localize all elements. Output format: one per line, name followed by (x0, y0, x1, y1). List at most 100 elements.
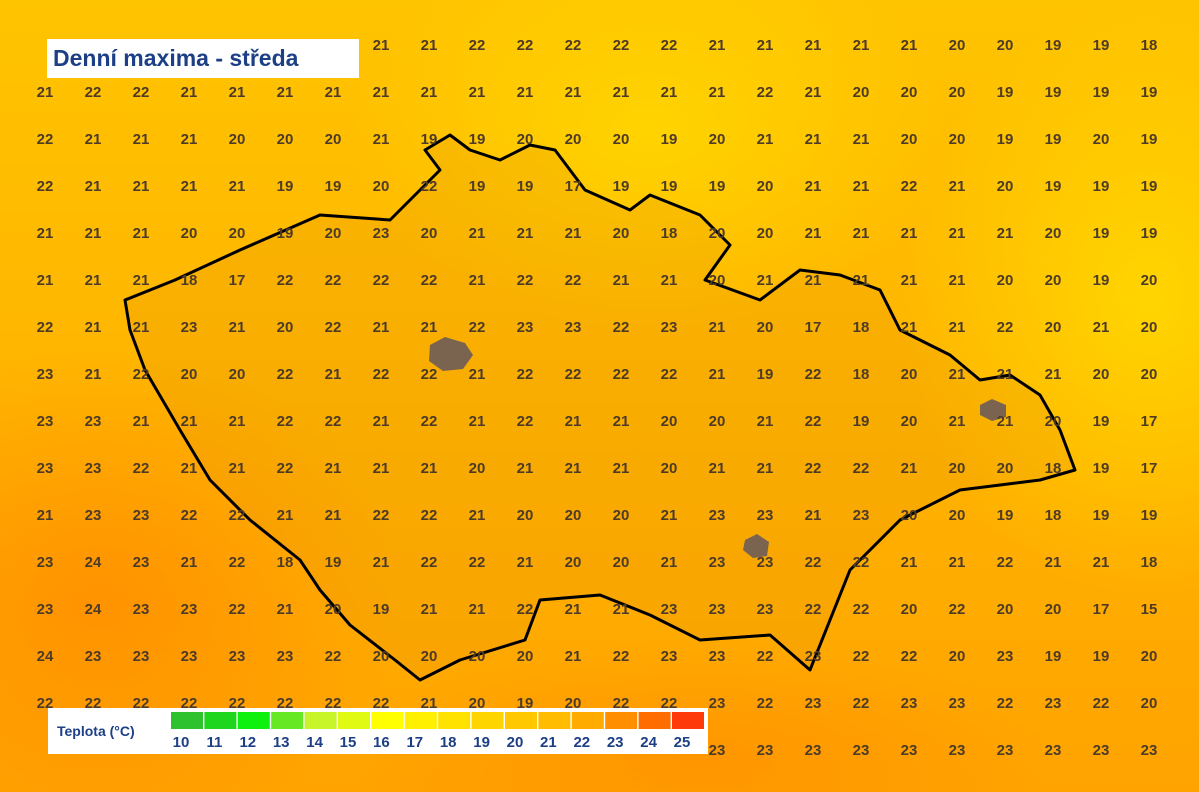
legend-label: 21 (540, 734, 557, 751)
temperature-value: 20 (709, 131, 726, 148)
temperature-value: 20 (997, 37, 1014, 54)
temperature-value: 22 (613, 695, 630, 712)
temperature-value: 23 (133, 507, 150, 524)
temperature-value: 23 (1093, 742, 1110, 759)
temperature-value: 20 (1045, 413, 1062, 430)
temperature-value: 21 (133, 225, 150, 242)
temperature-value: 21 (181, 460, 198, 477)
temperature-value: 23 (805, 695, 822, 712)
temperature-value: 21 (997, 366, 1014, 383)
temperature-value: 19 (325, 178, 342, 195)
temperature-value: 20 (613, 507, 630, 524)
temperature-value: 22 (469, 554, 486, 571)
temperature-value: 23 (709, 695, 726, 712)
temperature-value: 22 (613, 37, 630, 54)
temperature-value: 22 (325, 272, 342, 289)
country-border (123, 133, 1077, 682)
temperature-value: 21 (325, 366, 342, 383)
temperature-value: 19 (1093, 178, 1110, 195)
temperature-value: 22 (85, 695, 102, 712)
temperature-value: 24 (37, 648, 54, 665)
temperature-value: 18 (181, 272, 198, 289)
temperature-value: 22 (661, 695, 678, 712)
temperature-value: 21 (661, 554, 678, 571)
legend-swatch (371, 712, 404, 729)
temperature-value: 22 (277, 413, 294, 430)
temperature-value: 21 (709, 37, 726, 54)
legend-swatch (538, 712, 571, 729)
temperature-value: 24 (85, 554, 102, 571)
temperature-value: 21 (469, 413, 486, 430)
temperature-value: 23 (661, 648, 678, 665)
temperature-value: 21 (181, 554, 198, 571)
temperature-value: 20 (1045, 225, 1062, 242)
temperature-value: 22 (517, 413, 534, 430)
temperature-value: 19 (613, 178, 630, 195)
temperature-value: 20 (997, 601, 1014, 618)
temperature-value: 20 (1141, 648, 1158, 665)
temperature-value: 21 (565, 460, 582, 477)
temperature-value: 21 (853, 131, 870, 148)
temperature-value: 22 (37, 131, 54, 148)
temperature-value: 21 (421, 37, 438, 54)
temperature-value: 18 (853, 319, 870, 336)
legend-swatch (204, 712, 237, 729)
temperature-value: 23 (181, 648, 198, 665)
temperature-value: 21 (469, 225, 486, 242)
temperature-value: 22 (517, 601, 534, 618)
temperature-value: 17 (229, 272, 246, 289)
legend-label: 22 (573, 734, 590, 751)
temperature-value: 21 (517, 225, 534, 242)
temperature-value: 23 (37, 366, 54, 383)
legend-label: 23 (607, 734, 624, 751)
temperature-value: 22 (853, 601, 870, 618)
temperature-value: 19 (1045, 37, 1062, 54)
temperature-value: 21 (181, 84, 198, 101)
temperature-value: 23 (181, 319, 198, 336)
temperature-value: 23 (85, 507, 102, 524)
temperature-value: 23 (901, 695, 918, 712)
temperature-value: 20 (613, 554, 630, 571)
temperature-value: 22 (997, 319, 1014, 336)
temperature-value: 20 (181, 366, 198, 383)
temperature-value: 22 (421, 272, 438, 289)
temperature-value: 21 (229, 460, 246, 477)
temperature-value: 22 (373, 507, 390, 524)
temperature-value: 21 (901, 225, 918, 242)
legend-swatch (571, 712, 604, 729)
legend-label: 24 (640, 734, 657, 751)
temperature-value: 20 (1141, 695, 1158, 712)
temperature-value: 22 (901, 648, 918, 665)
temperature-value: 17 (1093, 601, 1110, 618)
temperature-value: 22 (997, 695, 1014, 712)
temperature-value: 20 (757, 225, 774, 242)
temperature-value: 21 (997, 413, 1014, 430)
city (429, 337, 473, 371)
temperature-value: 22 (421, 366, 438, 383)
temperature-value: 17 (1141, 413, 1158, 430)
temperature-value: 21 (373, 37, 390, 54)
city (980, 399, 1006, 421)
temperature-value: 21 (229, 319, 246, 336)
temperature-value: 20 (757, 178, 774, 195)
temperature-value: 20 (229, 131, 246, 148)
temperature-value: 22 (661, 37, 678, 54)
temperature-value: 21 (901, 37, 918, 54)
temperature-value: 21 (613, 460, 630, 477)
temperature-value: 23 (853, 507, 870, 524)
temperature-value: 23 (37, 413, 54, 430)
city (743, 534, 769, 558)
temperature-value: 21 (805, 507, 822, 524)
temperature-value: 21 (805, 225, 822, 242)
temperature-value: 23 (85, 460, 102, 477)
temperature-value: 20 (565, 554, 582, 571)
temperature-value: 24 (85, 601, 102, 618)
temperature-value: 19 (1093, 507, 1110, 524)
temperature-value: 19 (757, 366, 774, 383)
temperature-value: 19 (1045, 131, 1062, 148)
temperature-value: 19 (1045, 178, 1062, 195)
legend-swatch (304, 712, 337, 729)
temperature-value: 19 (517, 695, 534, 712)
temperature-value: 23 (133, 601, 150, 618)
